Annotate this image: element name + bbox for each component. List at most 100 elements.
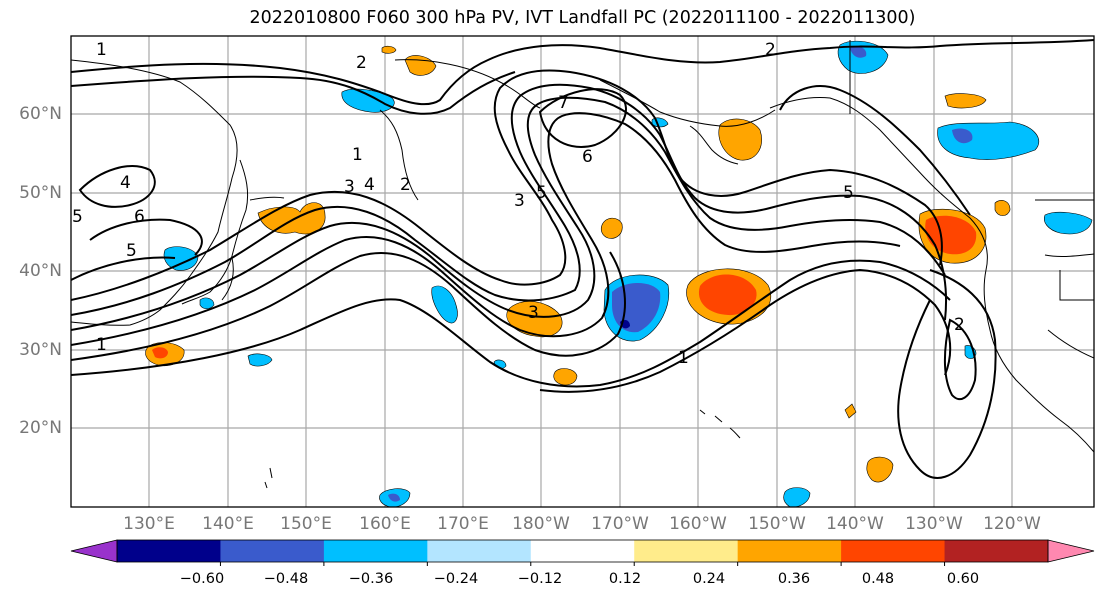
contour-jet-2	[71, 83, 948, 321]
contour-1-north	[71, 39, 1094, 106]
colorbar-segment	[117, 540, 221, 562]
colorbar-segment	[841, 540, 946, 562]
pv-fill-warm	[944, 93, 987, 109]
lon-label: 160°W	[669, 514, 727, 534]
contour-label: 5	[72, 207, 83, 227]
colorbar-extend-right	[1047, 539, 1095, 563]
contour-7-inner	[538, 88, 627, 148]
contour-east-loop	[897, 269, 997, 479]
pv-fill-warm	[381, 45, 397, 54]
contour-label: 1	[96, 335, 107, 355]
pv-fill-warm-inner	[152, 347, 168, 359]
contour-label: 6	[134, 207, 145, 227]
pv-fill-cool	[341, 88, 395, 113]
contour-label: 1	[96, 40, 107, 60]
map-title: 2022010800 F060 300 hPa PV, IVT Landfall…	[249, 8, 916, 28]
colorbar-tick-label: −0.48	[263, 571, 309, 587]
lon-label: 160°E	[359, 514, 411, 534]
colorbar-segment	[944, 540, 1049, 562]
pv-fill-warm-inner	[698, 274, 757, 316]
lon-label: 180°W	[512, 514, 570, 534]
colorbar-segment	[323, 540, 428, 562]
contour-jet-5	[71, 251, 626, 361]
contour-label: 4	[120, 173, 131, 193]
contour-west-3	[71, 256, 176, 281]
pv-fill-cool	[1043, 211, 1093, 235]
pv-fill-warm	[553, 368, 578, 386]
colorbar-tick-label: 0.36	[777, 571, 811, 587]
contour-label: 2	[954, 315, 965, 335]
lat-label: 50°N	[19, 183, 62, 203]
lat-label: 60°N	[19, 104, 62, 124]
pv-fill-cool	[937, 121, 1040, 160]
colorbar-extend-left	[70, 539, 118, 563]
pv-fill-warm	[994, 200, 1011, 216]
contour-west-1	[78, 165, 156, 208]
colorbar-outline	[116, 539, 1049, 563]
contour-label: 6	[582, 147, 593, 167]
pv-fill-cool	[247, 353, 273, 367]
contour-label: 3	[344, 177, 355, 197]
pv-fill-cool-inner	[952, 128, 973, 144]
lon-label: 140°W	[826, 514, 884, 534]
colorbar-tick-label: 0.12	[608, 571, 642, 587]
contour-label: 5	[126, 241, 137, 261]
pv-contours	[71, 39, 1094, 479]
pv-fills	[145, 40, 1093, 507]
lat-label: 30°N	[19, 340, 62, 360]
contour-label: 1	[352, 145, 363, 165]
map-frame	[70, 35, 1095, 508]
contour-east-inner	[943, 318, 977, 400]
lon-label: 170°W	[591, 514, 649, 534]
contour-label: 2	[400, 175, 411, 195]
pv-fill-cool-inner	[388, 493, 400, 502]
pv-fill-warm	[866, 456, 894, 483]
contour-labels: 1 2 2 7 6 3 5 5 4 5 6 1 2 3 4 5 3 1 2 1	[72, 40, 965, 368]
contour-label: 1	[678, 348, 689, 368]
lon-label: 150°E	[280, 514, 332, 534]
contour-label: 3	[528, 303, 539, 323]
colorbar-tick-label: −0.60	[179, 571, 225, 587]
colorbar-segment	[737, 540, 842, 562]
pv-fill-warm	[600, 217, 623, 239]
contour-ne-loop	[779, 85, 971, 216]
lon-label: 140°E	[202, 514, 254, 534]
colorbar-tick-label: −0.12	[517, 571, 563, 587]
colorbar-tick-label: −0.36	[348, 571, 394, 587]
contour-jet-3	[71, 96, 946, 331]
colorbar-segment	[634, 540, 739, 562]
contour-label: 5	[843, 183, 854, 203]
pv-fill-cool	[199, 297, 215, 310]
contour-jet-4	[71, 112, 901, 346]
lon-label: 130°W	[905, 514, 963, 534]
contour-southern	[71, 259, 951, 388]
colorbar-tick-label: 0.60	[946, 571, 980, 587]
contour-label: 2	[356, 53, 367, 73]
lon-label: 150°W	[748, 514, 806, 534]
contour-label: 7	[558, 93, 569, 113]
colorbar-segment	[220, 540, 325, 562]
contour-label: 2	[765, 40, 776, 60]
contour-label: 4	[364, 175, 375, 195]
contour-southern-2	[539, 268, 952, 393]
colorbar-segment	[530, 540, 635, 562]
contour-west-2	[89, 218, 203, 256]
lon-label: 170°E	[437, 514, 489, 534]
colorbar-tick-label: 0.48	[861, 571, 895, 587]
lat-label: 40°N	[19, 261, 62, 281]
coastlines	[71, 40, 1094, 489]
contour-label: 5	[536, 183, 547, 203]
contour-2-north	[71, 71, 516, 115]
contour-jet-1	[71, 69, 943, 301]
colorbar-segment	[427, 540, 532, 562]
lat-label: 20°N	[19, 418, 62, 438]
pv-fill-cool	[783, 487, 811, 507]
colorbar-tick-label: 0.24	[692, 571, 726, 587]
lon-label: 130°E	[123, 514, 175, 534]
pv-fill-cool	[163, 246, 199, 271]
contour-label: 3	[514, 191, 525, 211]
pv-fill-cool	[431, 285, 458, 324]
pv-fill-warm	[844, 403, 857, 419]
colorbar-tick-label: −0.24	[433, 571, 479, 587]
